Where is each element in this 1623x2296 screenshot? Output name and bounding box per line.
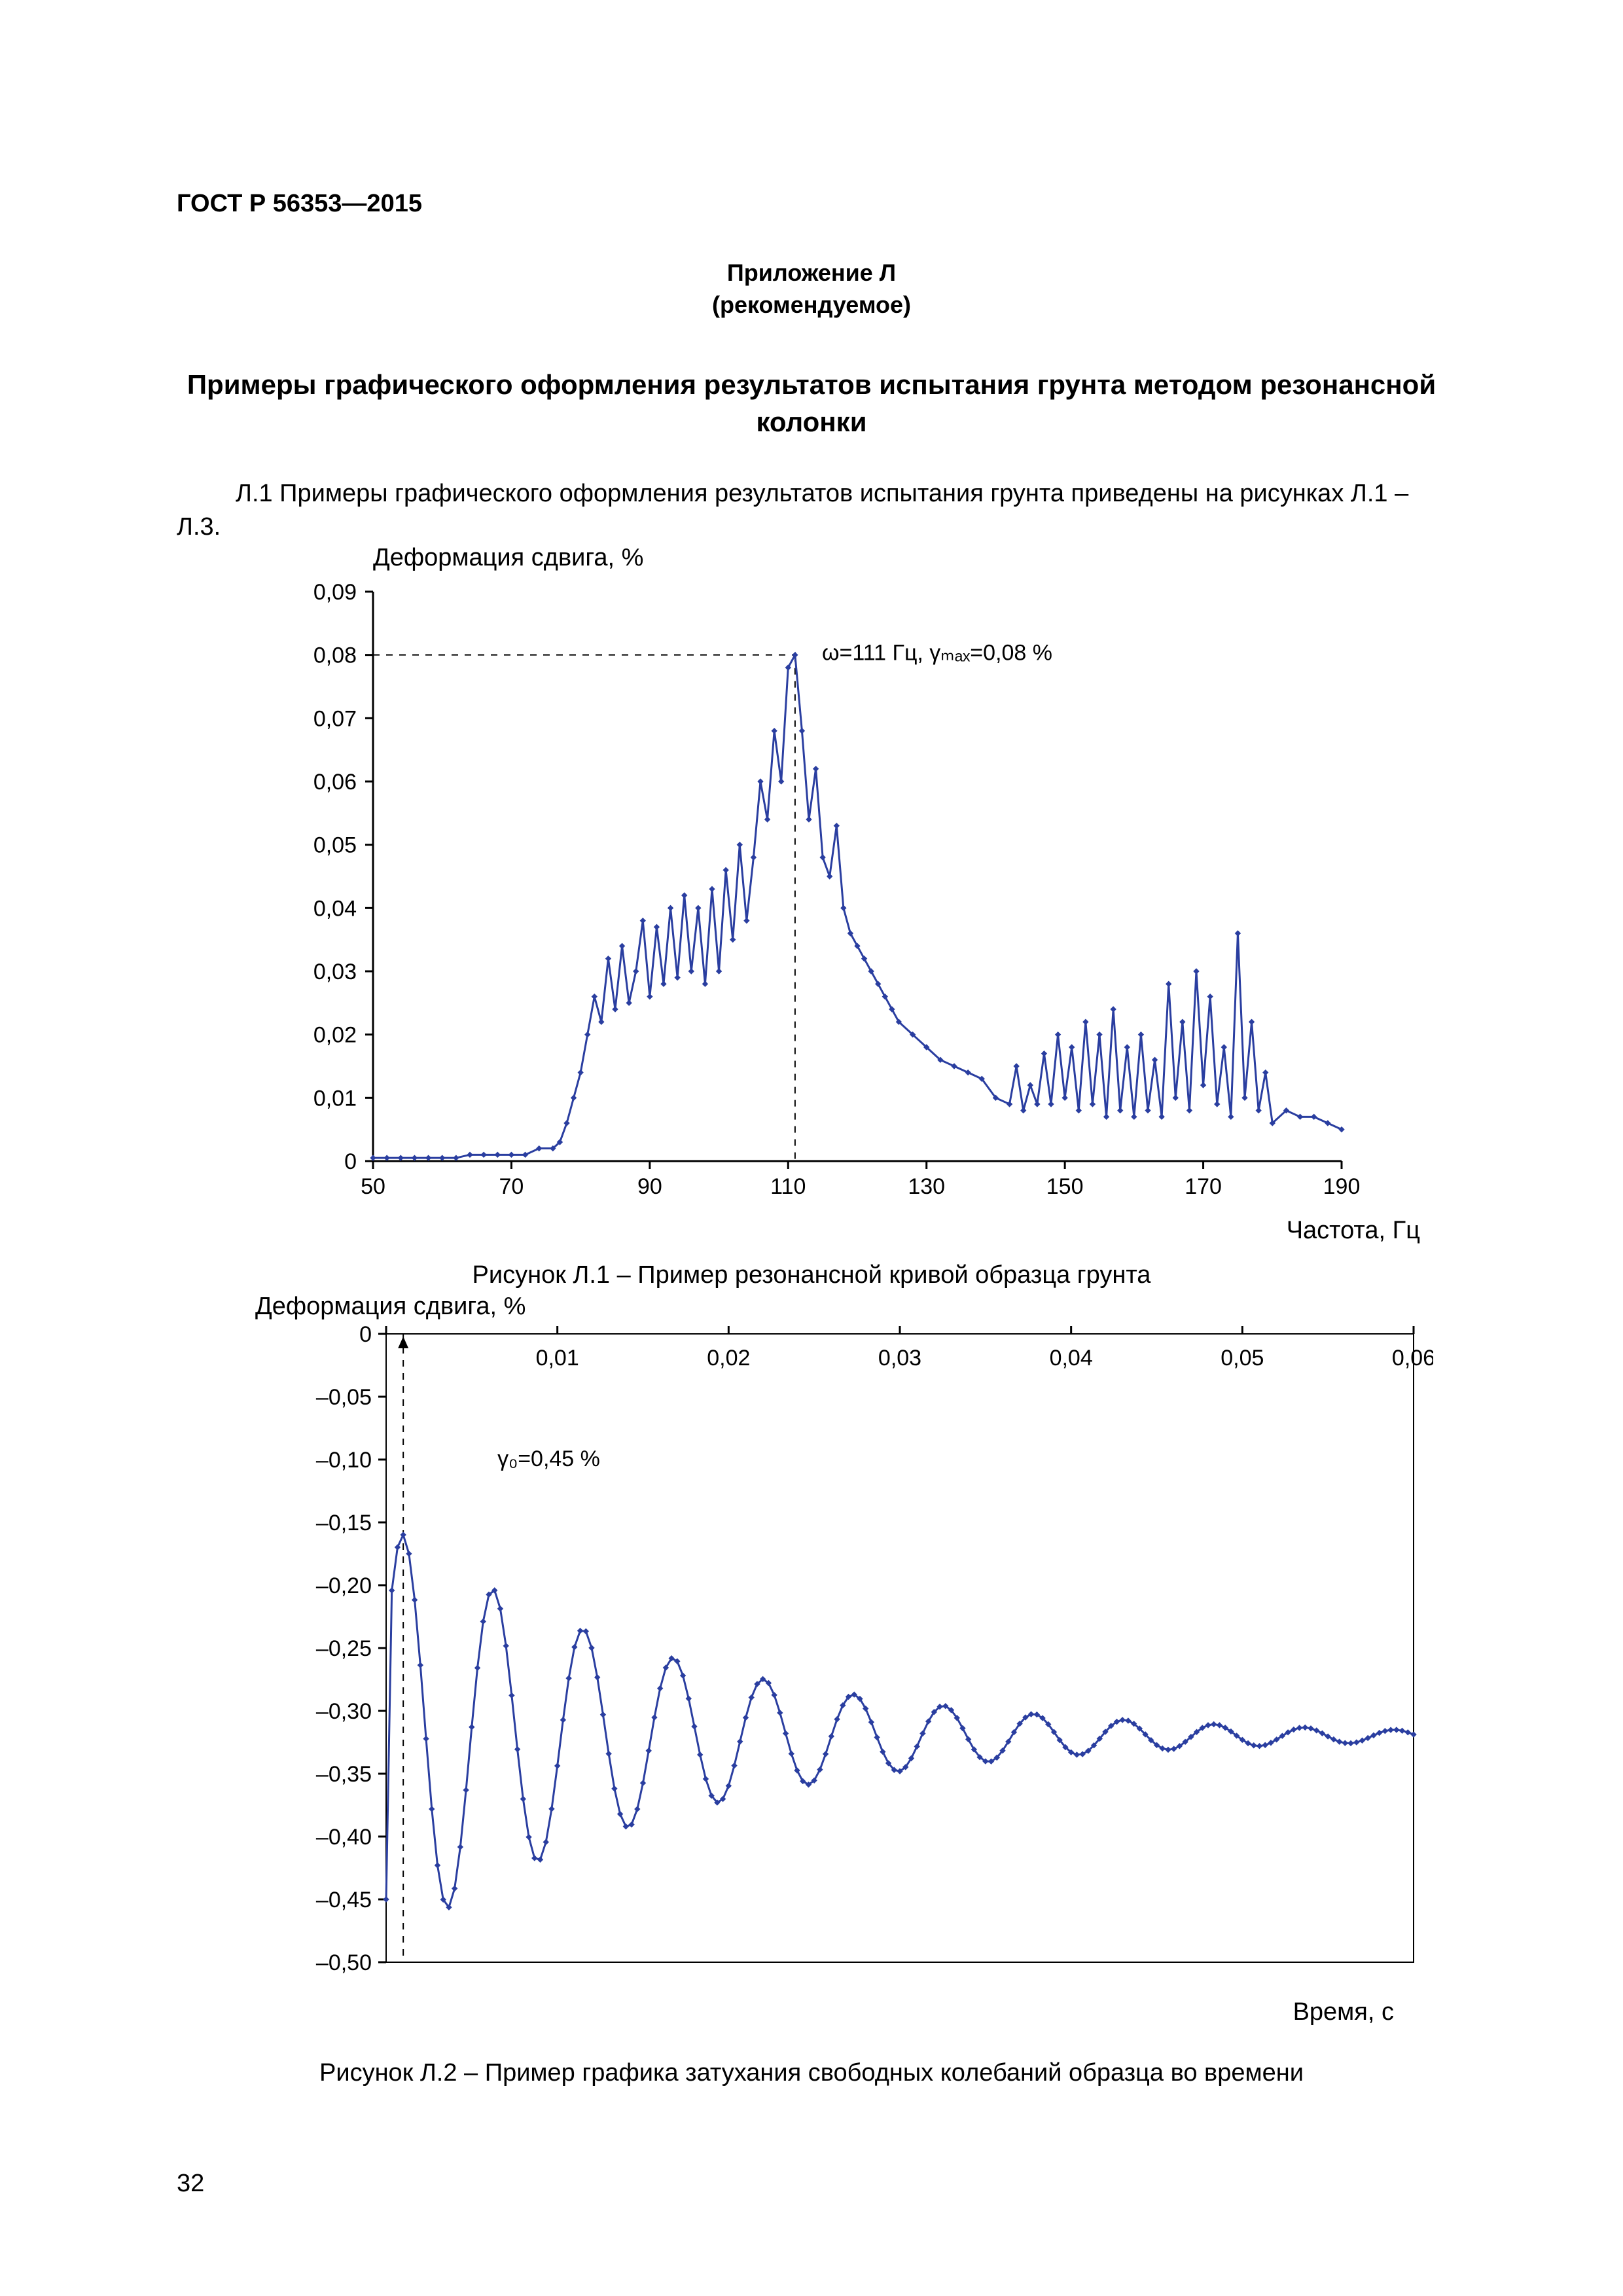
svg-text:0,04: 0,04	[313, 896, 357, 921]
annex-line2: (рекомендуемое)	[712, 291, 911, 318]
svg-text:–0,30: –0,30	[316, 1699, 372, 1724]
svg-text:0: 0	[359, 1322, 372, 1347]
svg-text:90: 90	[637, 1174, 662, 1199]
section-title: Примеры графического оформления результа…	[177, 367, 1446, 440]
svg-text:0,03: 0,03	[313, 960, 357, 984]
svg-text:γ₀=0,45 %: γ₀=0,45 %	[497, 1446, 600, 1471]
fig1-chart: 0 0,01 0,02 0,03 0,04 0,05 0,06 0,07 0,08 0,09 50 7…	[255, 572, 1368, 1227]
svg-text:–0,10: –0,10	[316, 1448, 372, 1473]
fig2-x-axis-title: Время, с	[255, 1998, 1394, 2026]
svg-text:70: 70	[499, 1174, 524, 1199]
svg-text:130: 130	[908, 1174, 945, 1199]
svg-text:170: 170	[1185, 1174, 1222, 1199]
svg-text:–0,35: –0,35	[316, 1762, 372, 1787]
fig2-y-axis-title: Деформация сдвига, %	[255, 1293, 1446, 1321]
svg-text:0,09: 0,09	[313, 580, 357, 605]
svg-text:0,05: 0,05	[313, 833, 357, 858]
figure-2: Деформация сдвига, % 0 –0,05 –0,10 –0,15 –0,…	[255, 1293, 1446, 2026]
svg-text:0: 0	[344, 1149, 357, 1174]
fig2-chart: 0 –0,05 –0,10 –0,15 –0,20 –0,25 –0,30 –0,35 –0,4…	[255, 1321, 1433, 2001]
svg-text:–0,25: –0,25	[316, 1636, 372, 1661]
page-number: 32	[177, 2170, 204, 2198]
svg-text:50: 50	[361, 1174, 385, 1199]
svg-text:190: 190	[1323, 1174, 1361, 1199]
doc-id: ГОСТ Р 56353—2015	[177, 190, 1446, 218]
annex-line1: Приложение Л	[727, 259, 896, 286]
svg-text:–0,40: –0,40	[316, 1825, 372, 1850]
svg-text:0,03: 0,03	[878, 1346, 921, 1371]
svg-text:0,02: 0,02	[707, 1346, 750, 1371]
svg-text:0,01: 0,01	[313, 1086, 357, 1111]
svg-text:–0,15: –0,15	[316, 1511, 372, 1535]
figure-1: Деформация сдвига, % 0 0,01 0,02 0,03 0,04 0,…	[255, 544, 1446, 1245]
svg-text:–0,20: –0,20	[316, 1573, 372, 1598]
fig1-y-axis-title: Деформация сдвига, %	[373, 544, 1446, 572]
svg-text:–0,45: –0,45	[316, 1888, 372, 1912]
svg-text:ω=111 Гц, γₘₐₓ=0,08 %: ω=111 Гц, γₘₐₓ=0,08 %	[822, 641, 1052, 666]
fig2-caption: Рисунок Л.2 – Пример графика затухания с…	[177, 2059, 1446, 2087]
svg-text:150: 150	[1046, 1174, 1084, 1199]
svg-text:0,07: 0,07	[313, 706, 357, 731]
svg-text:0,06: 0,06	[313, 770, 357, 795]
paragraph-L1: Л.1 Примеры графического оформления резу…	[177, 477, 1446, 545]
annex-header: Приложение Л (рекомендуемое)	[177, 257, 1446, 321]
svg-text:0,01: 0,01	[536, 1346, 579, 1371]
svg-text:0,06: 0,06	[1392, 1346, 1433, 1371]
svg-text:110: 110	[770, 1174, 806, 1199]
svg-text:–0,05: –0,05	[316, 1385, 372, 1410]
fig1-caption: Рисунок Л.1 – Пример резонансной кривой …	[177, 1261, 1446, 1289]
svg-text:–0,50: –0,50	[316, 1950, 372, 1975]
svg-text:0,08: 0,08	[313, 643, 357, 668]
svg-text:0,05: 0,05	[1221, 1346, 1264, 1371]
svg-text:0,02: 0,02	[313, 1023, 357, 1048]
svg-text:0,04: 0,04	[1050, 1346, 1093, 1371]
